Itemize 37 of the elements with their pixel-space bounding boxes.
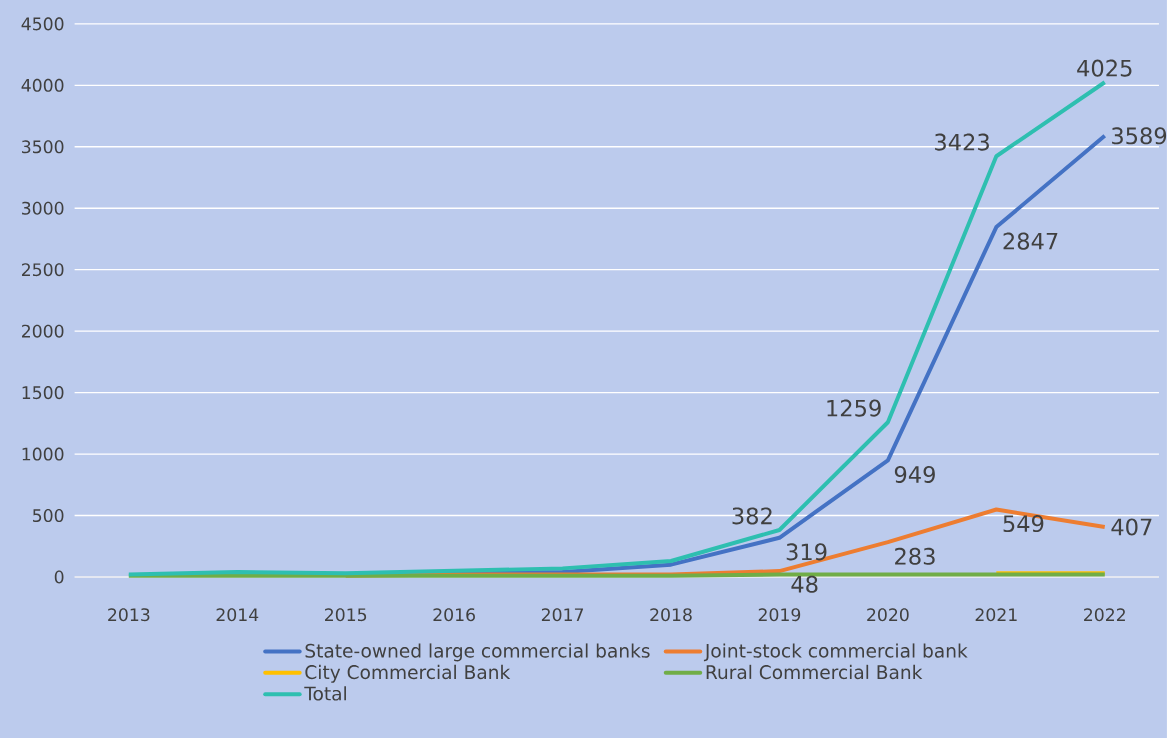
data-label: 382 bbox=[732, 507, 772, 525]
y-tick-label: 1000 bbox=[22, 447, 64, 461]
data-label: 48 bbox=[791, 575, 818, 593]
data-label: 1259 bbox=[827, 399, 881, 417]
data-label: 3423 bbox=[935, 133, 989, 151]
y-tick-label: 4500 bbox=[21, 17, 64, 31]
x-tick-label: 2018 bbox=[650, 608, 692, 622]
legend-label: Joint-stock commercial bank bbox=[703, 643, 968, 662]
legend-label: State-owned large commercial banks bbox=[305, 643, 650, 662]
data-label: 2847 bbox=[1003, 232, 1058, 250]
data-label: 407 bbox=[1111, 518, 1152, 536]
data-label: 949 bbox=[894, 465, 935, 483]
x-tick-label: 2020 bbox=[867, 608, 909, 622]
y-tick-label: 2500 bbox=[22, 263, 64, 277]
x-tick-label: 2021 bbox=[975, 608, 1017, 622]
y-tick-label: 2000 bbox=[22, 324, 64, 338]
y-tick-label: 0 bbox=[54, 570, 64, 584]
y-tick-label: 500 bbox=[33, 508, 64, 522]
data-label: 283 bbox=[895, 547, 935, 565]
data-label: 4025 bbox=[1077, 59, 1132, 77]
legend-label: Rural Commercial Bank bbox=[706, 664, 923, 680]
x-tick-label: 2016 bbox=[433, 608, 475, 622]
x-tick-label: 2013 bbox=[108, 608, 150, 622]
y-tick-label: 3000 bbox=[22, 201, 64, 215]
x-tick-label: 2022 bbox=[1084, 608, 1125, 622]
y-tick-label: 3500 bbox=[22, 140, 64, 154]
data-label: 319 bbox=[786, 543, 827, 561]
data-label: 549 bbox=[1003, 515, 1044, 533]
x-tick-label: 2017 bbox=[541, 608, 584, 622]
legend-label: City Commercial Bank bbox=[305, 664, 511, 683]
y-tick-label: 4000 bbox=[21, 78, 64, 92]
data-label: 3589 bbox=[1112, 127, 1167, 145]
y-tick-label: 1500 bbox=[22, 386, 64, 400]
x-tick-label: 2015 bbox=[325, 608, 367, 622]
x-tick-label: 2014 bbox=[216, 608, 259, 622]
x-tick-label: 2019 bbox=[758, 608, 801, 622]
legend-label: Total bbox=[304, 686, 346, 701]
